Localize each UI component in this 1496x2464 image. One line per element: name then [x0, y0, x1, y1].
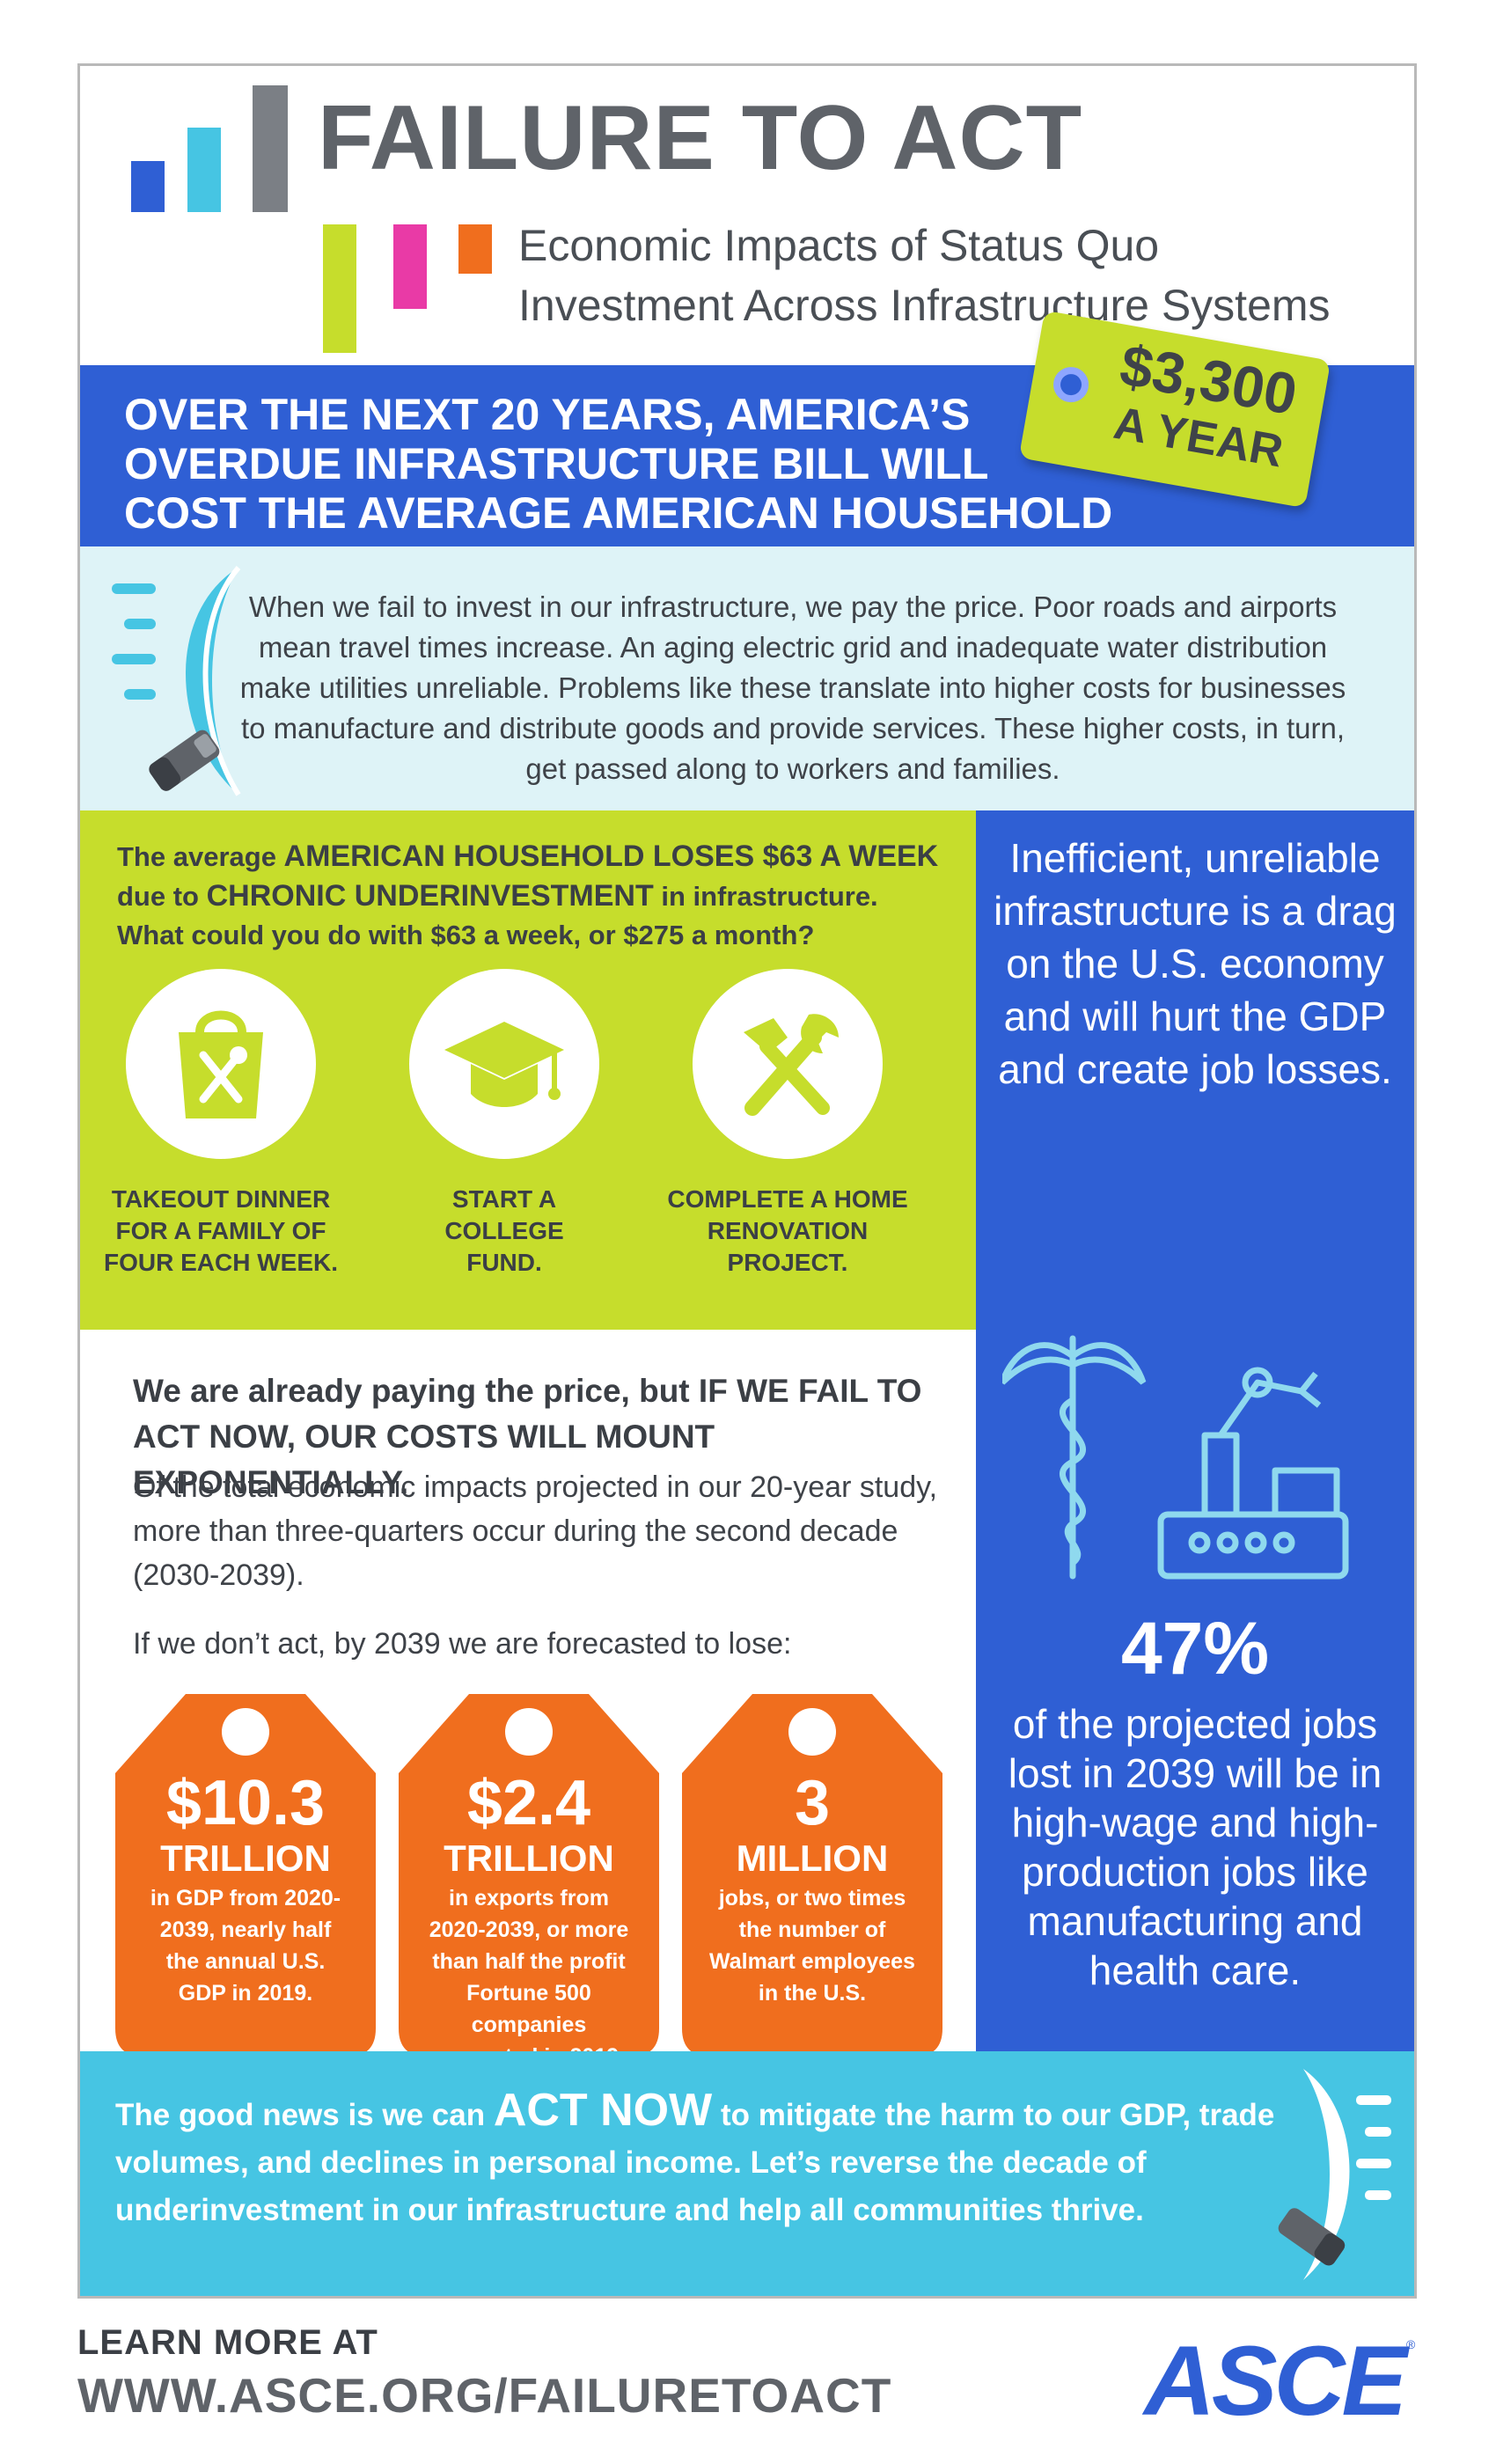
bar-blue: [131, 161, 165, 212]
banner-line-2: OVERDUE INFRASTRUCTURE BILL WILL: [124, 439, 989, 488]
tag-hole: [788, 1708, 836, 1756]
gdp-unit: TRILLION: [160, 1837, 331, 1879]
household-panel: The average AMERICAN HOUSEHOLD LOSES $63…: [80, 810, 976, 1330]
bar-gray: [253, 85, 288, 212]
page-subtitle: Economic Impacts of Status Quo Investmen…: [518, 216, 1331, 335]
closing-pre: The good news is we can: [115, 2098, 494, 2132]
household-heading: The average AMERICAN HOUSEHOLD LOSES $63…: [117, 837, 962, 955]
college-circle: [409, 969, 599, 1159]
impacts-body: Of the total economic impacts projected …: [133, 1470, 938, 1592]
household-question: What could you do with $63 a week, or $2…: [117, 920, 815, 950]
sidebar-icons: [1002, 1335, 1349, 1580]
jobs-amount: 3: [794, 1768, 831, 1838]
jobs-text: of the projected jobs lost in 2039 will …: [1008, 1701, 1382, 1993]
closing-text: The good news is we can ACT NOW to mitig…: [115, 2086, 1294, 2234]
tag-hole: [1050, 363, 1092, 406]
gdp-tag: $10.3 TRILLION in GDP from 2020-2039, ne…: [115, 1694, 376, 2057]
tag-hole: [505, 1708, 553, 1756]
speed-wrench-icon: [1278, 2069, 1391, 2280]
bar-orange: [458, 224, 492, 274]
bar-cyan: [187, 128, 221, 212]
banner-text: OVER THE NEXT 20 YEARS, AMERICA’S OVERDU…: [124, 390, 1112, 538]
graduation-cap-icon: [444, 1022, 564, 1107]
page-title: FAILURE TO ACT: [318, 87, 1083, 189]
jobs-percent: 47%: [1120, 1607, 1270, 1690]
asce-logo: ASCE: [1144, 2326, 1407, 2436]
household-mid: due to: [117, 881, 207, 912]
household-loss: AMERICAN HOUSEHOLD LOSES $63 A WEEK: [283, 840, 939, 873]
takeout-circle: [126, 969, 316, 1159]
intro-section: When we fail to invest in our infrastruc…: [80, 546, 1414, 810]
takeout-bag-icon: [179, 1010, 263, 1118]
jobs-sidebar: Inefficient, unreliable infrastructure i…: [976, 810, 1414, 2051]
exports-desc: in exports from 2020-2039, or more than …: [429, 1886, 629, 2069]
intro-text: When we fail to invest in our infrastruc…: [239, 590, 1346, 785]
renovation-circle: [693, 969, 883, 1159]
jobs-tag: 3 MILLION jobs, or two times the number …: [682, 1694, 942, 2057]
household-suffix: in infrastructure.: [653, 881, 878, 912]
gdp-amount: $10.3: [165, 1768, 326, 1838]
caduceus-icon: [1002, 1335, 1147, 1580]
hammer-wrench-icon: [744, 1014, 839, 1116]
closing-post: to mitigate the harm to our GDP, trade v…: [115, 2098, 1275, 2227]
banner-line-1: OVER THE NEXT 20 YEARS, AMERICA’S: [124, 390, 971, 439]
learn-more-label: LEARN MORE AT: [77, 2323, 378, 2362]
closing-section: The good news is we can ACT NOW to mitig…: [80, 2051, 1414, 2296]
household-underinvestment: CHRONIC UNDERINVESTMENT: [206, 879, 654, 913]
renovation-caption: COMPLETE A HOME RENOVATION PROJECT.: [667, 1185, 908, 1276]
exports-tag: $2.4 TRILLION in exports from 2020-2039,…: [399, 1694, 659, 2069]
tag-hole: [222, 1708, 269, 1756]
speed-wrench-icon: [112, 566, 241, 796]
jobs-unit: MILLION: [736, 1837, 889, 1879]
subtitle-line-1: Economic Impacts of Status Quo: [518, 221, 1160, 270]
household-prefix: The average: [117, 841, 284, 872]
sidebar-text: Inefficient, unreliable infrastructure i…: [994, 835, 1397, 1092]
exports-amount: $2.4: [466, 1768, 591, 1838]
jobs-desc: jobs, or two times the number of Walmart…: [709, 1886, 915, 2006]
exports-unit: TRILLION: [444, 1837, 614, 1879]
gdp-desc: in GDP from 2020-2039, nearly half the a…: [150, 1886, 341, 2006]
impacts-heading: We are already paying the price, but IF …: [133, 1373, 922, 1500]
act-now-text: ACT NOW: [493, 2085, 713, 2136]
banner-line-3: COST THE AVERAGE AMERICAN HOUSEHOLD: [124, 488, 1113, 538]
takeout-caption: TAKEOUT DINNER FOR A FAMILY OF FOUR EACH…: [104, 1185, 338, 1276]
bar-magenta: [393, 224, 427, 309]
logo-registered-mark: ®: [1406, 2337, 1416, 2351]
forecast-line: If we don’t act, by 2039 we are forecast…: [133, 1627, 792, 1661]
learn-more-url[interactable]: WWW.ASCE.ORG/FAILURETOACT: [77, 2368, 892, 2423]
bar-green: [323, 224, 356, 353]
subtitle-line-2: Investment Across Infrastructure Systems: [518, 281, 1331, 330]
robotic-arm-icon: [1157, 1367, 1349, 1580]
college-caption: START A COLLEGE FUND.: [444, 1185, 564, 1276]
